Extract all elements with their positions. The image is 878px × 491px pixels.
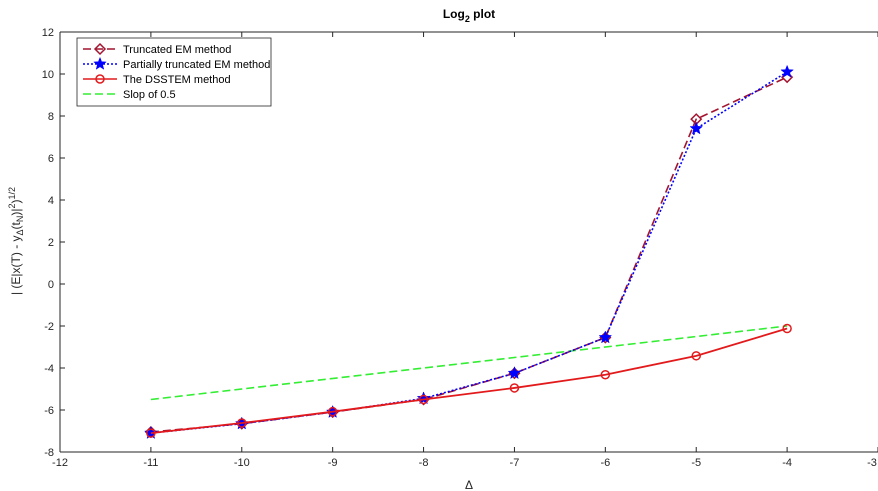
data-point [598,330,613,344]
x-tick-label: -6 [600,457,610,469]
data-point [600,369,611,380]
data-point [507,366,522,380]
x-axis-label: Δ [465,478,473,491]
legend-label: Partially truncated EM method [123,59,270,71]
data-point [689,121,704,135]
legend-label: Truncated EM method [123,44,231,56]
series-line [150,327,788,434]
series-3 [150,325,788,401]
series-line [150,76,788,433]
y-tick-label: -4 [44,363,54,375]
legend-entry: The DSSTEM method [83,74,231,86]
x-tick-label: -10 [234,457,250,469]
y-tick-label: 4 [48,195,54,207]
data-point [691,351,701,361]
x-tick-label: -7 [510,457,520,469]
y-tick-label: 6 [48,153,54,165]
axes: -12 -11 -10 -9 -8 -7 -6 -5 -4 -3 -8 -6 -4 -2 0 2 4 6 8 10 12 [42,27,878,469]
y-tick-label: -2 [44,321,54,333]
legend-marker [95,74,105,84]
x-tick-label: -8 [419,457,429,469]
legend: Truncated EM method Partially truncated E… [76,37,272,107]
data-point [782,323,792,334]
legend-marker [93,56,107,70]
data-point [418,394,429,405]
y-tick-label: -6 [44,405,54,417]
data-point [146,428,156,438]
data-point [780,64,794,78]
y-tick-label: 8 [48,111,54,123]
legend-entry: Slop of 0.5 [83,89,176,101]
y-tick-label: 2 [48,237,54,249]
series-line [150,71,788,434]
plot-area [144,64,794,439]
x-tick-label: -3 [867,457,877,469]
data-point [509,383,520,393]
x-tick-label: -9 [328,457,338,469]
x-tick-label: -5 [691,457,701,469]
series-line [150,325,788,401]
y-tick-label: 12 [42,27,54,39]
data-point [237,418,247,428]
legend-entry: Truncated EM method [83,42,231,56]
y-tick-label: 10 [42,69,54,81]
chart-title: Log2 plot [443,7,495,24]
data-point [416,391,431,405]
x-tick-label: -11 [143,457,158,469]
y-axis-label: | (E|x(T) - yΔ(tN)|2)1/2 [7,187,25,295]
x-tick-label: -12 [52,457,68,469]
legend-label: Slop of 0.5 [123,89,176,101]
data-point [327,406,338,417]
x-tick-label: -4 [782,457,792,469]
legend-entry: Partially truncated EM method [83,56,270,71]
legend-marker [93,42,107,56]
y-tick-label: -8 [44,447,54,459]
series-2 [146,323,792,438]
y-tick-label: 0 [48,279,54,291]
legend-label: The DSSTEM method [123,74,231,86]
